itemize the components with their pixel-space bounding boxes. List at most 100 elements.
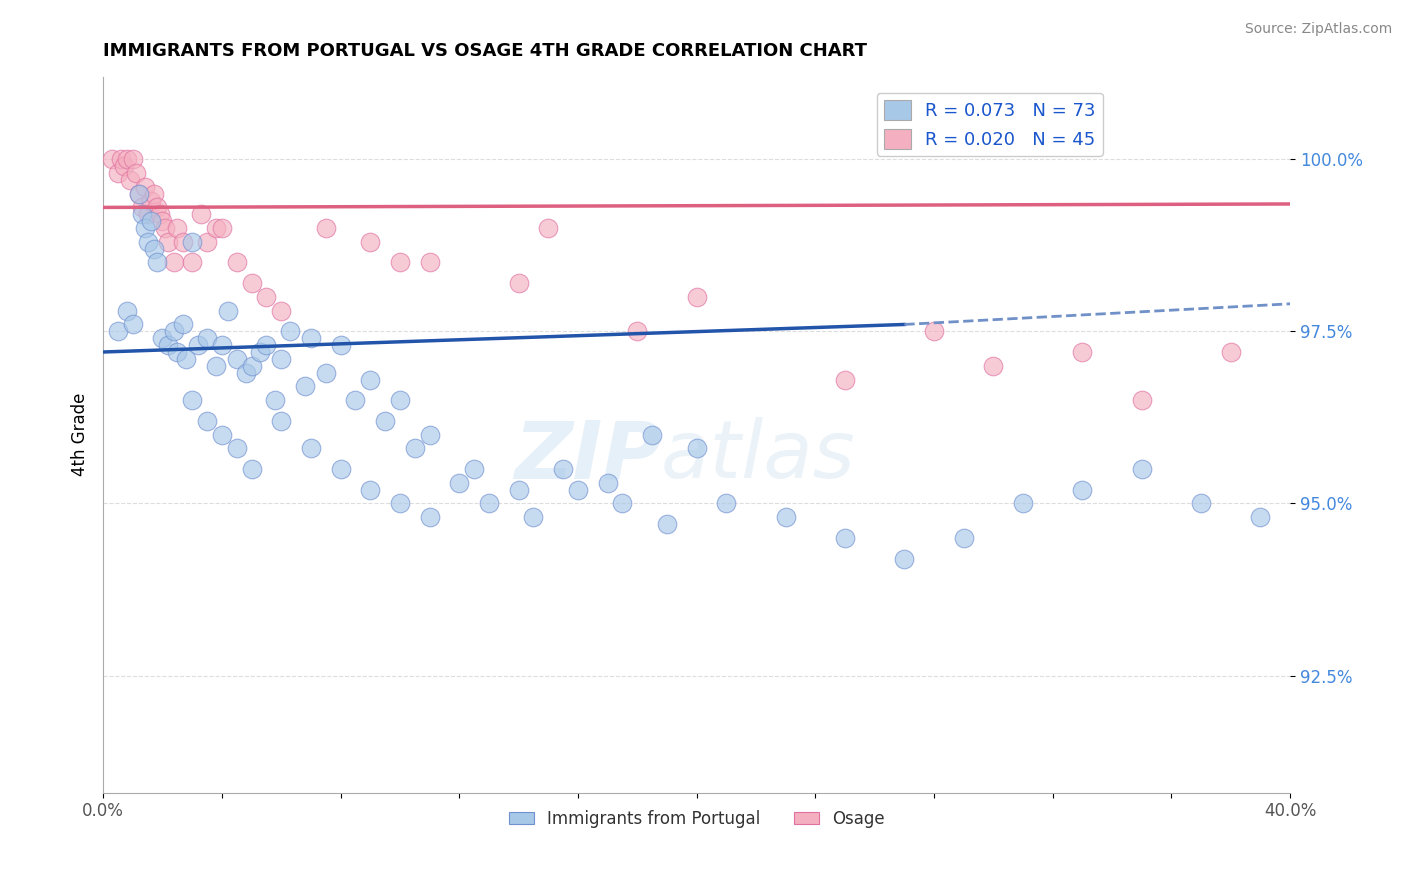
Point	[225, 255, 247, 269]
Point	[142, 242, 165, 256]
Point	[329, 462, 352, 476]
Point	[254, 338, 277, 352]
Point	[641, 427, 664, 442]
Point	[329, 338, 352, 352]
Point	[315, 221, 337, 235]
Point	[195, 235, 218, 249]
Point	[187, 338, 209, 352]
Point	[983, 359, 1005, 373]
Point	[240, 462, 263, 476]
Point	[211, 221, 233, 235]
Point	[508, 276, 530, 290]
Point	[299, 331, 322, 345]
Point	[655, 517, 678, 532]
Point	[388, 496, 411, 510]
Point	[254, 290, 277, 304]
Point	[134, 221, 156, 235]
Point	[478, 496, 501, 510]
Point	[359, 483, 381, 497]
Point	[270, 303, 292, 318]
Point	[115, 152, 138, 166]
Point	[205, 359, 228, 373]
Point	[359, 372, 381, 386]
Point	[217, 303, 239, 318]
Point	[225, 351, 247, 366]
Point	[508, 483, 530, 497]
Point	[419, 255, 441, 269]
Text: IMMIGRANTS FROM PORTUGAL VS OSAGE 4TH GRADE CORRELATION CHART: IMMIGRANTS FROM PORTUGAL VS OSAGE 4TH GR…	[103, 42, 868, 60]
Point	[145, 255, 167, 269]
Point	[166, 345, 188, 359]
Point	[537, 221, 560, 235]
Point	[567, 483, 589, 497]
Point	[952, 531, 974, 545]
Point	[128, 186, 150, 201]
Point	[166, 221, 188, 235]
Point	[172, 318, 194, 332]
Point	[131, 201, 153, 215]
Point	[249, 345, 271, 359]
Point	[596, 475, 619, 490]
Point	[225, 442, 247, 456]
Point	[299, 442, 322, 456]
Point	[152, 214, 174, 228]
Point	[463, 462, 485, 476]
Point	[205, 221, 228, 235]
Point	[240, 359, 263, 373]
Point	[110, 152, 132, 166]
Point	[121, 152, 143, 166]
Point	[157, 235, 180, 249]
Point	[139, 194, 162, 208]
Point	[374, 414, 396, 428]
Point	[136, 235, 159, 249]
Point	[278, 324, 301, 338]
Point	[612, 496, 634, 510]
Legend: Immigrants from Portugal, Osage: Immigrants from Portugal, Osage	[502, 803, 891, 834]
Point	[163, 324, 186, 338]
Point	[195, 414, 218, 428]
Point	[551, 462, 574, 476]
Point	[716, 496, 738, 510]
Point	[685, 290, 707, 304]
Point	[1130, 393, 1153, 408]
Point	[174, 351, 197, 366]
Point	[359, 235, 381, 249]
Point	[148, 207, 170, 221]
Point	[893, 551, 915, 566]
Point	[128, 186, 150, 201]
Point	[121, 318, 143, 332]
Point	[190, 207, 212, 221]
Point	[134, 179, 156, 194]
Point	[1071, 483, 1094, 497]
Text: Source: ZipAtlas.com: Source: ZipAtlas.com	[1244, 22, 1392, 37]
Point	[270, 414, 292, 428]
Point	[240, 276, 263, 290]
Point	[101, 152, 124, 166]
Point	[388, 255, 411, 269]
Point	[181, 255, 204, 269]
Point	[270, 351, 292, 366]
Point	[181, 393, 204, 408]
Point	[1250, 510, 1272, 524]
Point	[294, 379, 316, 393]
Point	[315, 366, 337, 380]
Point	[1012, 496, 1035, 510]
Point	[195, 331, 218, 345]
Point	[419, 427, 441, 442]
Point	[834, 531, 856, 545]
Point	[142, 186, 165, 201]
Point	[626, 324, 648, 338]
Point	[107, 166, 129, 180]
Point	[139, 214, 162, 228]
Point	[404, 442, 426, 456]
Point	[181, 235, 204, 249]
Point	[388, 393, 411, 408]
Point	[118, 173, 141, 187]
Point	[152, 331, 174, 345]
Point	[1130, 462, 1153, 476]
Point	[107, 324, 129, 338]
Point	[344, 393, 367, 408]
Point	[685, 442, 707, 456]
Point	[112, 159, 135, 173]
Point	[163, 255, 186, 269]
